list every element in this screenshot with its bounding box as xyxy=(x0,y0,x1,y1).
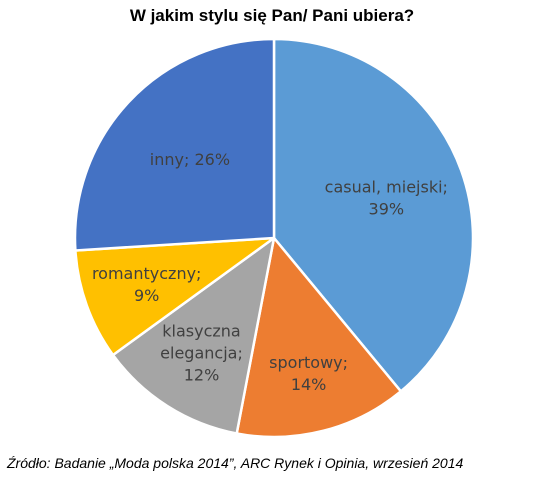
slice-klasyczna xyxy=(111,236,276,435)
slice-casual-label: casual, miejski; 39% xyxy=(325,178,448,219)
slice-sportowy-label: sportowy; 14% xyxy=(269,353,348,394)
slice-romantyczny-label: romantyczny; 9% xyxy=(92,264,201,305)
chart-title: W jakim stylu się Pan/ Pani ubiera? xyxy=(129,6,415,25)
slice-inny-label: inny; 26% xyxy=(150,150,230,169)
slice-sportowy xyxy=(235,236,403,439)
slice-romantyczny xyxy=(74,236,276,357)
slice-klasyczna-label: klasyczna elegancja; 12% xyxy=(160,321,243,384)
source-note: Źródło: Badanie „Moda polska 2014”, ARC … xyxy=(7,455,464,471)
slice-casual xyxy=(272,37,475,393)
slice-inny xyxy=(73,37,276,252)
pie-chart: casual, miejski; 39% sportowy; 14% klasyczna… xyxy=(73,37,475,439)
